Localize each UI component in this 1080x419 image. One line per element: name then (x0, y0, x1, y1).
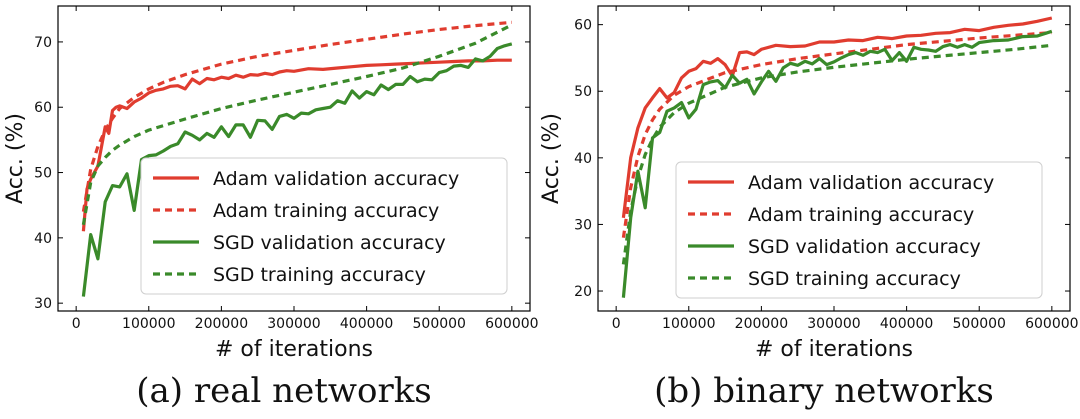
x-tick-label: 500000 (953, 316, 1006, 332)
subfigure-caption: (b) binary networks (654, 371, 994, 411)
y-tick-label: 60 (574, 18, 592, 34)
legend: Adam validation accuracy Adam training ac… (675, 161, 1043, 299)
y-tick-label: 50 (34, 166, 52, 182)
y-tick-label: 50 (574, 84, 592, 100)
series-line-adam-validation-accuracy (621, 16, 1053, 218)
x-tick-label: 600000 (485, 316, 538, 332)
x-tick-label: 100000 (122, 316, 175, 332)
series-group (81, 20, 513, 297)
x-tick-label: 100000 (662, 316, 715, 332)
legend-label: SGD training accuracy (213, 264, 426, 286)
y-tick-label: 60 (34, 100, 52, 116)
series-group (621, 16, 1053, 298)
y-tick-label: 40 (34, 231, 52, 247)
y-axis-label: Acc. (%) (3, 113, 28, 204)
x-tick-label: 200000 (735, 316, 788, 332)
x-tick-label: 500000 (413, 316, 466, 332)
legend-label: Adam training accuracy (213, 200, 439, 222)
y-tick-label: 30 (34, 296, 52, 312)
legend-label: SGD validation accuracy (213, 232, 446, 254)
y-tick-label: 40 (574, 151, 592, 167)
x-axis-label: # of iterations (215, 337, 373, 362)
legend: Adam validation accuracy Adam training ac… (140, 157, 508, 295)
y-tick-label: 30 (574, 217, 592, 233)
series-line-adam-training-accuracy (81, 20, 512, 212)
legend-label: Adam validation accuracy (213, 168, 459, 190)
series-line-sgd-training-accuracy (81, 23, 513, 226)
legend-label: Adam training accuracy (748, 204, 974, 226)
legend-box (140, 157, 508, 295)
y-tick-label: 70 (34, 35, 52, 51)
x-tick-label: 0 (72, 316, 81, 332)
legend-label: Adam validation accuracy (748, 172, 994, 194)
legend-label: SGD validation accuracy (748, 236, 981, 258)
x-tick-label: 600000 (1025, 316, 1078, 332)
legend-box (675, 161, 1043, 299)
x-tick-label: 400000 (880, 316, 933, 332)
x-tick-label: 200000 (195, 316, 248, 332)
x-tick-label: 300000 (807, 316, 860, 332)
chart-binary-networks: 0 100000 200000 300000 400000 500000 600000 20 3… (539, 5, 1079, 411)
y-axis-label: Acc. (%) (539, 113, 564, 204)
legend-label: SGD training accuracy (748, 268, 961, 290)
series-line-sgd-validation-accuracy (81, 42, 513, 297)
x-tick-label: 300000 (267, 316, 320, 332)
series-line-sgd-training-accuracy (621, 43, 1052, 265)
series-line-adam-training-accuracy (621, 31, 1052, 238)
x-tick-label: 0 (612, 316, 621, 332)
y-tick-label: 20 (574, 284, 592, 300)
x-tick-label: 400000 (340, 316, 393, 332)
chart-real-networks: 0 100000 200000 300000 400000 500000 600000 30 4… (3, 5, 539, 411)
series-line-adam-validation-accuracy (81, 58, 512, 232)
series-line-sgd-validation-accuracy (621, 29, 1053, 298)
subfigure-caption: (a) real networks (136, 371, 432, 411)
x-axis-label: # of iterations (755, 337, 913, 362)
